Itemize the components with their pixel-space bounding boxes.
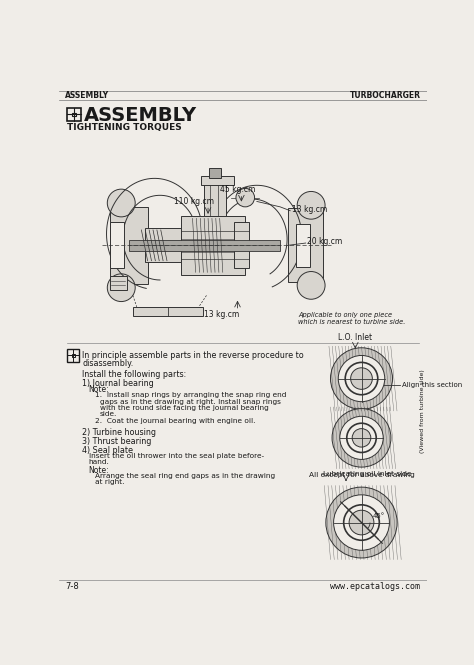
Bar <box>109 276 127 290</box>
Text: 3) Thrust bearing: 3) Thrust bearing <box>82 437 152 446</box>
Circle shape <box>236 188 255 207</box>
Bar <box>109 207 148 284</box>
Text: 45°: 45° <box>373 513 384 519</box>
Text: Align this section: Align this section <box>402 382 462 388</box>
Circle shape <box>338 356 385 402</box>
Bar <box>288 208 323 283</box>
Text: Arrange the seal ring end gaps as in the drawing: Arrange the seal ring end gaps as in the… <box>95 473 275 479</box>
Text: 13 kg.cm: 13 kg.cm <box>204 310 240 319</box>
Text: 45 kg.cm: 45 kg.cm <box>220 186 255 194</box>
Text: 1.  Install snap rings by arranging the snap ring end: 1. Install snap rings by arranging the s… <box>95 392 286 398</box>
Text: www.epcatalogs.com: www.epcatalogs.com <box>330 582 420 591</box>
Bar <box>201 176 234 186</box>
Text: 13 kg.cm: 13 kg.cm <box>292 205 327 213</box>
Text: TIGHTENING TORQUES: TIGHTENING TORQUES <box>67 123 182 132</box>
Text: Lubricating oil inlet side: Lubricating oil inlet side <box>323 471 411 477</box>
Text: Note:: Note: <box>89 466 109 475</box>
Text: 1) Journal bearing: 1) Journal bearing <box>82 378 154 388</box>
Circle shape <box>332 408 391 467</box>
Circle shape <box>340 416 383 460</box>
Bar <box>129 240 280 251</box>
Circle shape <box>297 192 325 219</box>
Circle shape <box>297 271 325 299</box>
Text: L.O. Inlet: L.O. Inlet <box>338 332 373 342</box>
Text: All except for above drawing: All except for above drawing <box>309 471 414 477</box>
Circle shape <box>326 487 397 558</box>
Text: In principle assemble parts in the reverse procedure to: In principle assemble parts in the rever… <box>82 351 304 360</box>
Text: ASSEMBLY: ASSEMBLY <box>84 106 197 125</box>
Text: side.: side. <box>100 411 117 417</box>
Bar <box>67 349 80 362</box>
Text: 4) Seal plate: 4) Seal plate <box>82 446 134 456</box>
Text: Applicable to only one piece
which is nearest to turbine side.: Applicable to only one piece which is ne… <box>298 313 405 325</box>
Text: 110 kg.cm: 110 kg.cm <box>174 197 214 206</box>
Text: hand.: hand. <box>89 460 109 466</box>
Circle shape <box>352 429 371 447</box>
Circle shape <box>351 368 373 389</box>
Circle shape <box>107 189 135 217</box>
Bar <box>181 216 245 275</box>
Bar <box>72 354 75 357</box>
Text: Note:: Note: <box>89 386 109 394</box>
Text: 2) Turbine housing: 2) Turbine housing <box>82 428 156 437</box>
Text: 7-8: 7-8 <box>65 582 79 591</box>
Circle shape <box>107 274 135 301</box>
Bar <box>204 184 226 216</box>
Bar <box>67 108 81 122</box>
Bar <box>234 222 249 269</box>
Text: (Viewed from turbine side): (Viewed from turbine side) <box>420 369 425 453</box>
Text: Insert the oil thrower into the seal plate before-: Insert the oil thrower into the seal pla… <box>89 454 264 460</box>
Text: 2.  Coat the journal bearing with engine oil.: 2. Coat the journal bearing with engine … <box>95 418 255 424</box>
Text: disassembly.: disassembly. <box>82 358 134 368</box>
Text: ASSEMBLY: ASSEMBLY <box>65 90 109 100</box>
Text: TURBOCHARGER: TURBOCHARGER <box>349 90 420 100</box>
Circle shape <box>349 510 374 535</box>
Bar <box>133 307 202 316</box>
Circle shape <box>330 348 392 410</box>
Bar <box>209 168 221 178</box>
Text: 20 kg.cm: 20 kg.cm <box>307 237 343 246</box>
Text: with the round side facing the journal bearing: with the round side facing the journal b… <box>100 405 268 411</box>
Bar <box>109 222 124 269</box>
Text: at right.: at right. <box>95 479 124 485</box>
Circle shape <box>334 495 390 550</box>
Bar <box>145 228 181 262</box>
Bar <box>296 224 310 267</box>
Text: Install the following parts:: Install the following parts: <box>82 370 187 379</box>
Text: gaps as in the drawing at right. Install snap rings: gaps as in the drawing at right. Install… <box>100 398 281 404</box>
Bar <box>72 112 76 116</box>
